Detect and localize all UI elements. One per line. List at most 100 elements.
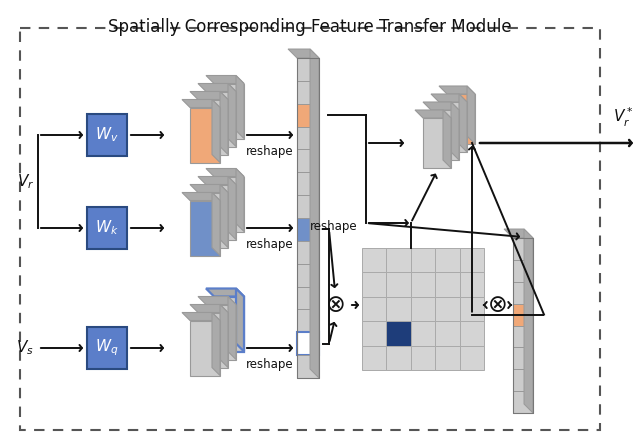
Bar	[513, 325, 533, 348]
Bar	[297, 241, 319, 264]
Polygon shape	[212, 312, 220, 376]
Bar	[411, 272, 435, 297]
Bar	[411, 321, 435, 346]
Polygon shape	[288, 49, 319, 58]
FancyBboxPatch shape	[87, 207, 127, 249]
Bar	[362, 297, 387, 321]
Bar	[513, 391, 533, 413]
Text: reshape: reshape	[246, 238, 294, 251]
Bar	[297, 355, 319, 378]
Bar	[435, 248, 460, 272]
Polygon shape	[206, 169, 244, 177]
Polygon shape	[220, 92, 228, 154]
Bar	[513, 238, 533, 260]
Bar	[297, 81, 319, 104]
Bar	[297, 287, 319, 309]
Bar	[297, 309, 319, 332]
Polygon shape	[459, 94, 467, 152]
Bar	[447, 94, 475, 144]
Bar	[297, 58, 319, 81]
Bar	[362, 321, 387, 346]
Text: Spatially Corresponding Feature Transfer Module: Spatially Corresponding Feature Transfer…	[108, 18, 512, 36]
Bar	[206, 304, 236, 360]
Polygon shape	[228, 296, 236, 360]
Text: $W_q$: $W_q$	[95, 338, 118, 358]
Bar	[460, 321, 484, 346]
Polygon shape	[190, 185, 228, 193]
Polygon shape	[504, 229, 533, 238]
Bar	[431, 110, 459, 160]
Polygon shape	[467, 86, 475, 144]
Polygon shape	[431, 94, 467, 102]
Text: $\otimes$: $\otimes$	[487, 293, 507, 317]
Polygon shape	[236, 169, 244, 231]
Bar	[439, 102, 467, 152]
Bar	[297, 150, 319, 172]
Bar	[513, 282, 533, 303]
Polygon shape	[310, 49, 319, 378]
Bar	[362, 346, 387, 370]
Polygon shape	[236, 76, 244, 138]
Bar	[297, 218, 319, 241]
Polygon shape	[228, 84, 236, 146]
Bar	[435, 346, 460, 370]
Bar	[297, 332, 319, 355]
Bar	[206, 92, 236, 146]
Bar	[206, 185, 236, 239]
Polygon shape	[198, 177, 236, 185]
Polygon shape	[423, 102, 459, 110]
Bar	[190, 201, 220, 255]
Bar	[198, 193, 228, 247]
Bar	[198, 312, 228, 368]
Bar	[214, 177, 244, 231]
Text: reshape: reshape	[246, 357, 294, 371]
Text: $\otimes$: $\otimes$	[325, 293, 345, 317]
Polygon shape	[182, 100, 220, 108]
Bar	[513, 260, 533, 282]
Text: $W_v$: $W_v$	[95, 125, 119, 144]
Bar	[297, 126, 319, 150]
Bar	[513, 303, 533, 325]
Bar	[362, 272, 387, 297]
Bar	[513, 369, 533, 391]
Text: reshape: reshape	[310, 220, 358, 233]
Bar	[460, 248, 484, 272]
Bar	[460, 297, 484, 321]
Polygon shape	[415, 110, 451, 118]
Polygon shape	[190, 92, 228, 100]
Bar	[387, 248, 411, 272]
Polygon shape	[228, 177, 236, 239]
Text: $V_r^*$: $V_r^*$	[613, 106, 634, 129]
Text: $W_k$: $W_k$	[95, 218, 119, 237]
Text: $V_s$: $V_s$	[16, 339, 34, 357]
FancyBboxPatch shape	[87, 327, 127, 369]
Bar	[214, 296, 244, 352]
Bar	[387, 297, 411, 321]
Bar	[190, 320, 220, 376]
Polygon shape	[220, 304, 228, 368]
Text: $V_r$: $V_r$	[17, 172, 34, 191]
Bar	[411, 346, 435, 370]
Bar	[198, 100, 228, 154]
Bar	[435, 321, 460, 346]
Bar	[387, 272, 411, 297]
Bar	[362, 248, 387, 272]
Polygon shape	[182, 193, 220, 201]
Polygon shape	[182, 312, 220, 320]
Bar	[387, 346, 411, 370]
Polygon shape	[451, 102, 459, 160]
Text: reshape: reshape	[246, 145, 294, 158]
Polygon shape	[439, 86, 475, 94]
Bar	[460, 346, 484, 370]
Bar	[190, 108, 220, 162]
Polygon shape	[212, 193, 220, 255]
Bar	[460, 272, 484, 297]
Polygon shape	[524, 229, 533, 413]
Polygon shape	[443, 110, 451, 168]
Polygon shape	[198, 84, 236, 92]
Polygon shape	[198, 296, 236, 304]
Bar	[297, 172, 319, 195]
Bar	[411, 297, 435, 321]
FancyBboxPatch shape	[87, 114, 127, 156]
Bar	[297, 264, 319, 287]
